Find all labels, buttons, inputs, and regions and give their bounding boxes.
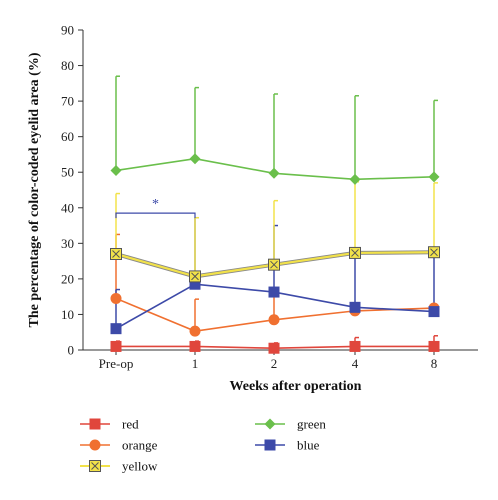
y-tick-label: 0: [68, 343, 75, 358]
x-tick-label: 2: [271, 356, 278, 371]
significance-annotation: *: [115, 197, 196, 219]
legend-yellow-label: yellow: [122, 459, 158, 474]
y-tick-label: 80: [61, 58, 74, 73]
y-tick-label: 20: [61, 271, 74, 286]
legend: red orange yellow green blue: [80, 417, 326, 474]
blue-point: [268, 286, 280, 298]
legend-green-label: green: [297, 417, 326, 432]
significance-star: *: [152, 197, 159, 212]
y-tick-label: 10: [61, 307, 74, 322]
blue-point: [349, 301, 361, 313]
red-point: [268, 342, 280, 354]
y-tick-label: 30: [61, 236, 74, 251]
x-axis-title: Weeks after operation: [230, 379, 362, 394]
yellow-point-cross-b: [112, 250, 120, 258]
green-legend-marker: [264, 418, 276, 430]
orange-point: [268, 314, 280, 326]
error-bars: [115, 75, 438, 349]
x-tick-label: Pre-op: [99, 356, 134, 371]
y-tick-label: 40: [61, 200, 74, 215]
red-point: [189, 340, 201, 352]
chart-axes: 0 10 20 30 40 50 60 70 80 90 Pre-op 1 2 4 8 Weeks after…: [27, 23, 478, 394]
legend-orange-label: orange: [122, 438, 158, 453]
yellow-legend-marker-cross-b: [91, 462, 99, 470]
red-point: [349, 340, 361, 352]
y-tick-label: 70: [61, 94, 74, 109]
x-tick-label: 1: [192, 356, 199, 371]
blue-point: [110, 323, 122, 335]
legend-red-label: red: [122, 417, 139, 432]
legend-blue-label: blue: [297, 438, 320, 453]
green-point: [110, 164, 122, 176]
green-point: [189, 153, 201, 165]
y-tick-label: 50: [61, 165, 74, 180]
red-point: [110, 340, 122, 352]
green-point: [349, 173, 361, 185]
y-tick-label: 60: [61, 129, 74, 144]
x-tick-label: 8: [431, 356, 438, 371]
orange-legend-marker: [89, 439, 101, 451]
yellow-point-cross-b: [430, 248, 438, 257]
yellow-point-cross-b: [191, 272, 199, 281]
x-tick-label: 4: [352, 356, 359, 371]
series-markers: [110, 153, 440, 354]
y-tick-label: 90: [61, 23, 74, 38]
y-axis-title: The percentage of color-coded eyelid are…: [27, 52, 42, 327]
orange-point: [110, 292, 122, 304]
yellow-point-cross-b: [270, 260, 278, 269]
orange-point: [189, 325, 201, 337]
red-point: [428, 340, 440, 352]
green-point: [268, 167, 280, 179]
significance-bracket: [115, 212, 196, 219]
blue-legend-marker: [264, 439, 276, 451]
green-point: [428, 171, 440, 183]
yellow-point-cross-b: [351, 249, 359, 257]
blue-point: [428, 306, 440, 318]
red-legend-marker: [89, 418, 101, 430]
